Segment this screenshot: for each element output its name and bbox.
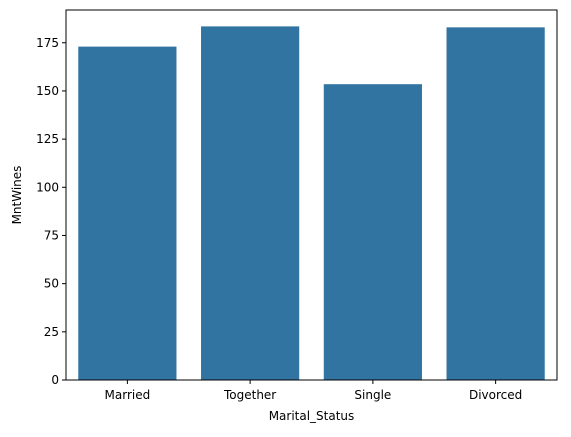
x-axis-ticks: Married Together Single Divorced (105, 380, 522, 402)
y-tick-label: 50 (44, 277, 59, 291)
bar-together (201, 26, 300, 380)
x-tick-label: Together (223, 388, 276, 402)
y-tick-label: 175 (36, 36, 59, 50)
y-tick-label: 150 (36, 84, 59, 98)
y-tick-label: 125 (36, 132, 59, 146)
bar-divorced (446, 27, 545, 380)
plot-frame (65, 9, 558, 381)
bars-group (78, 26, 545, 380)
x-tick-label: Divorced (469, 388, 522, 402)
y-axis-label: MntWines (10, 166, 24, 225)
x-axis-label: Marital_Status (269, 409, 355, 423)
bar-single (323, 84, 422, 380)
bar-married (78, 46, 177, 380)
x-tick-label: Single (354, 388, 391, 402)
y-tick-label: 0 (51, 373, 59, 387)
y-tick-label: 100 (36, 180, 59, 194)
y-axis-ticks: 0 25 50 75 100 125 150 175 (36, 36, 66, 387)
x-tick-label: Married (105, 388, 151, 402)
y-tick-label: 75 (44, 228, 59, 242)
y-tick-label: 25 (44, 325, 59, 339)
